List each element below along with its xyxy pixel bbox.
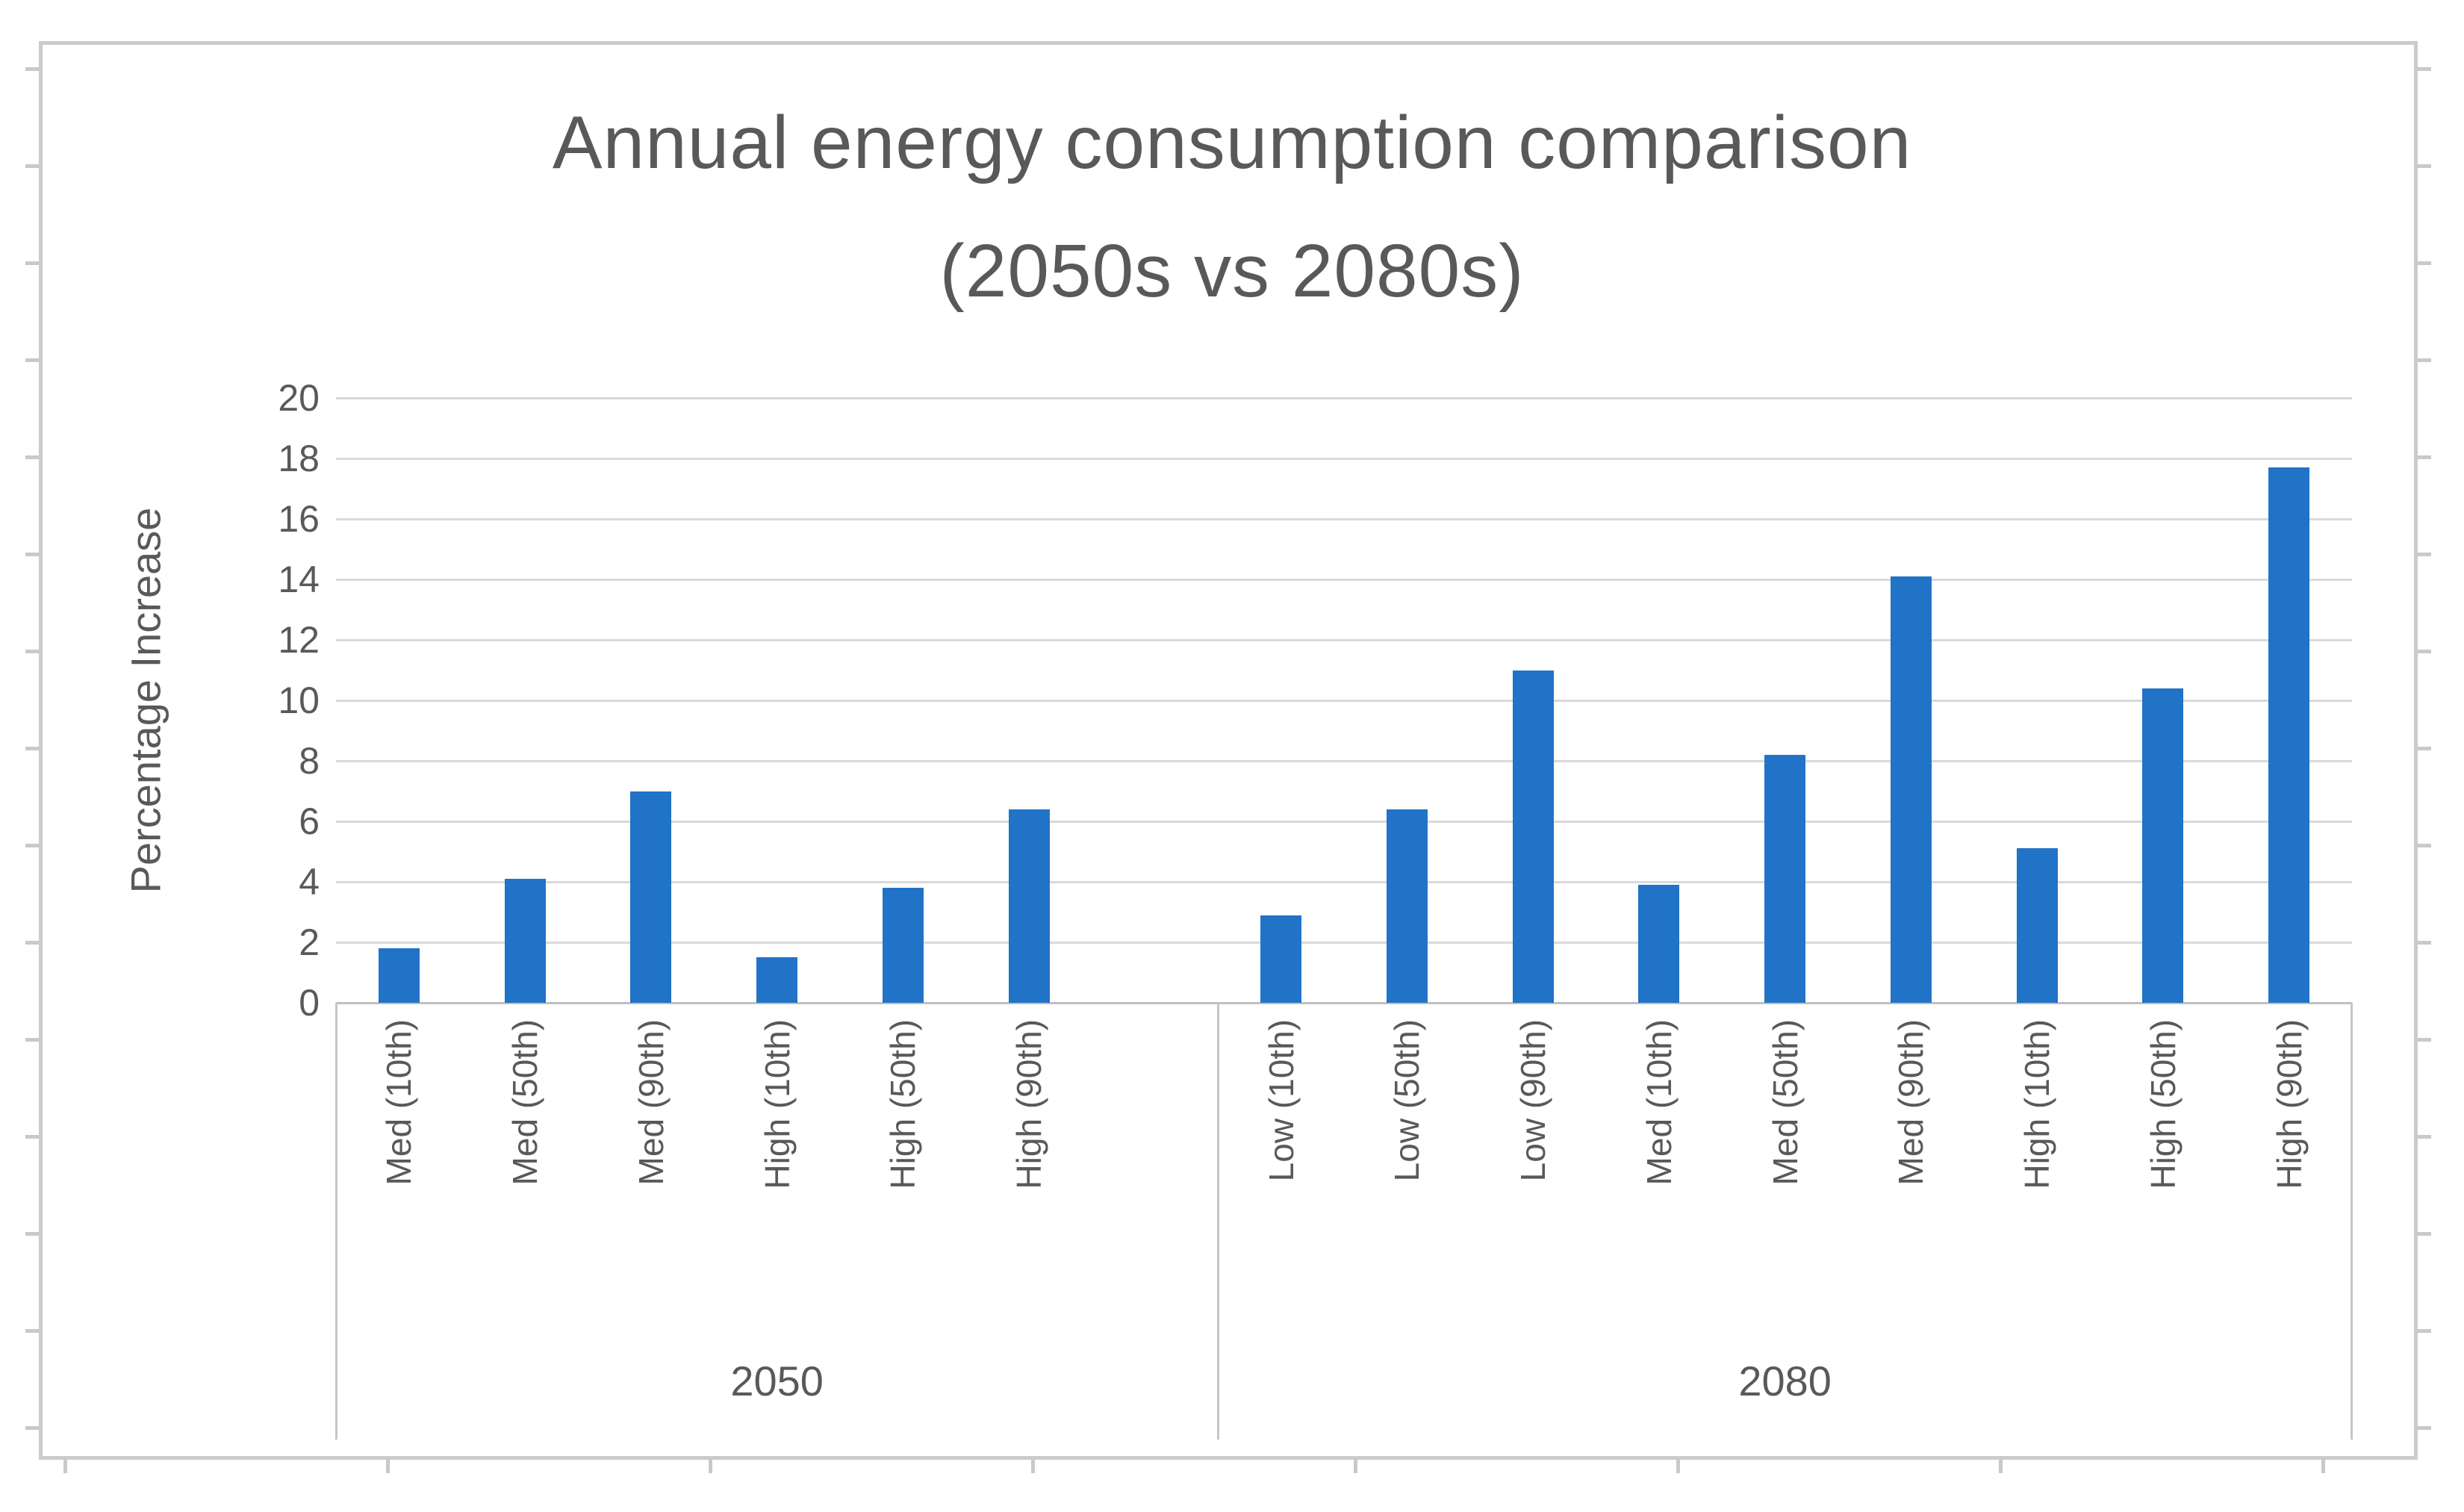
border-ticks-bottom (63, 1460, 2393, 1473)
bar (1764, 754, 1806, 1003)
x-tick-label-text: Med (10th) (379, 1019, 419, 1186)
bar (1260, 915, 1302, 1003)
bar (2016, 848, 2058, 1003)
x-tick-label-text: High (90th) (1009, 1019, 1049, 1189)
plot-area (336, 397, 2352, 1004)
gridline (336, 639, 2352, 641)
x-tick-label-text: High (10th) (757, 1019, 797, 1189)
gridline (336, 881, 2352, 883)
bar (630, 791, 672, 1003)
x-tick-label-text: High (90th) (2269, 1019, 2309, 1189)
category-axis: Med (10th) Med (50th) Med (90th) High (10th… (335, 1003, 2353, 1440)
y-tick-label: 18 (278, 438, 320, 479)
y-tick-label: 10 (278, 679, 320, 721)
group-label: 2050 (730, 1357, 824, 1404)
y-axis-tick-labels: 0 2 4 6 8 10 12 14 16 18 20 (0, 377, 320, 1024)
x-tick-label-text: Med (90th) (631, 1019, 671, 1186)
gridline (336, 458, 2352, 460)
bar (1512, 670, 1554, 1003)
bar (1638, 885, 1680, 1003)
x-tick-label-text: High (50th) (883, 1019, 923, 1189)
chart-title-line2: (2050s vs 2080s) (939, 229, 1525, 313)
y-tick-label: 0 (299, 982, 320, 1024)
gridline (336, 397, 2352, 399)
bar (1008, 809, 1050, 1003)
group-divider (1217, 1003, 1220, 1440)
border-ticks-left (25, 67, 39, 1456)
bar (504, 878, 546, 1003)
x-tick-label-text: Med (50th) (1765, 1019, 1805, 1186)
bar (2268, 467, 2310, 1003)
group-label: 2080 (1738, 1357, 1832, 1404)
y-tick-label: 4 (299, 861, 320, 903)
y-tick-label: 12 (278, 619, 320, 661)
y-tick-label: 6 (299, 800, 320, 842)
bar (756, 957, 798, 1003)
group-divider (2351, 1003, 2353, 1440)
y-tick-label: 8 (299, 740, 320, 782)
gridline (336, 579, 2352, 581)
chart-title-line1: Annual energy consumption comparison (552, 101, 1912, 184)
gridline (336, 700, 2352, 702)
y-tick-label: 2 (299, 921, 320, 963)
gridline (336, 942, 2352, 944)
group-divider (335, 1003, 337, 1440)
bar (378, 948, 420, 1003)
y-tick-label: 20 (278, 377, 320, 419)
gridline (336, 518, 2352, 520)
x-tick-label-text: Med (10th) (1639, 1019, 1679, 1186)
figure-border (39, 41, 2418, 1460)
x-tick-label-text: High (50th) (2143, 1019, 2183, 1189)
x-tick-label-text: Low (90th) (1513, 1019, 1553, 1182)
x-tick-label-text: Low (50th) (1387, 1019, 1427, 1182)
x-tick-label-text: Low (10th) (1261, 1019, 1301, 1182)
x-tick-label-text: Med (90th) (1891, 1019, 1931, 1186)
border-ticks-right (2418, 67, 2431, 1456)
bar (1386, 809, 1428, 1003)
bar (882, 888, 924, 1003)
bar (1890, 576, 1932, 1003)
bar (2142, 688, 2184, 1003)
x-tick-label-text: Med (50th) (505, 1019, 545, 1186)
y-tick-label: 14 (278, 559, 320, 600)
chart-title: Annual energy consumption comparison (20… (0, 78, 2464, 335)
x-tick-label-text: High (10th) (2017, 1019, 2057, 1189)
gridline (336, 760, 2352, 762)
y-tick-label: 16 (278, 498, 320, 540)
gridline (336, 821, 2352, 823)
x-axis-line (336, 1002, 2352, 1004)
